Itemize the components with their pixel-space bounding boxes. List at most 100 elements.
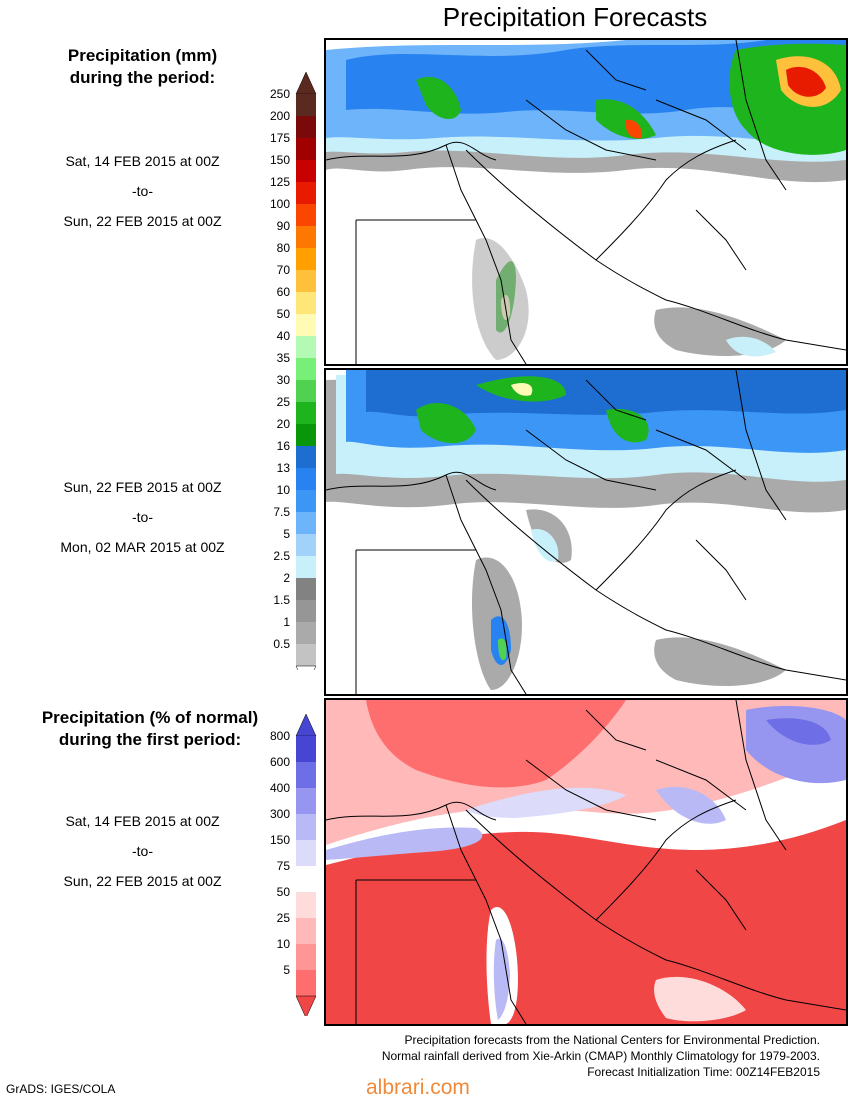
period1-to-label: -to- bbox=[132, 183, 153, 199]
legend-tick-label: 75 bbox=[277, 859, 291, 873]
legend-tick-label: 16 bbox=[277, 439, 291, 453]
legend-bottom-arrow bbox=[295, 995, 317, 1016]
pct-section-title: Precipitation (% of normal) during the f… bbox=[20, 707, 280, 751]
footer-line2: Normal rainfall derived from Xie-Arkin (… bbox=[381, 1049, 820, 1063]
legend-swatch bbox=[296, 226, 316, 248]
legend-tick-label: 10 bbox=[277, 937, 291, 951]
legend-swatch bbox=[296, 336, 316, 358]
legend-swatch bbox=[296, 600, 316, 622]
legend-swatch bbox=[296, 138, 316, 160]
legend-swatch bbox=[296, 380, 316, 402]
legend-swatch bbox=[296, 248, 316, 270]
legend-swatch bbox=[296, 94, 316, 116]
legend-swatch bbox=[296, 762, 316, 788]
legend-swatch bbox=[296, 358, 316, 380]
legend-tick-label: 200 bbox=[270, 109, 290, 123]
legend-swatch bbox=[296, 446, 316, 468]
pct-period-to-label: -to- bbox=[132, 843, 153, 859]
legend-swatch bbox=[296, 578, 316, 600]
legend-tick-label: 1 bbox=[283, 615, 290, 629]
pct-period-to: Sun, 22 FEB 2015 at 00Z bbox=[63, 873, 222, 889]
footer-line1: Precipitation forecasts from the Nationa… bbox=[404, 1033, 820, 1047]
legend-swatch bbox=[296, 490, 316, 512]
period1-from: Sat, 14 FEB 2015 at 00Z bbox=[65, 153, 220, 169]
legend-swatch bbox=[296, 402, 316, 424]
legend-swatch bbox=[296, 892, 316, 918]
legend-swatch bbox=[296, 840, 316, 866]
legend-swatch bbox=[296, 534, 316, 556]
legend-top-arrow bbox=[295, 72, 317, 95]
legend-swatch bbox=[296, 556, 316, 578]
watermark-link[interactable]: albrari.com bbox=[366, 1076, 470, 1099]
legend-tick-label: 5 bbox=[283, 527, 290, 541]
legend-swatch bbox=[296, 468, 316, 490]
legend-top-arrow bbox=[295, 714, 317, 737]
legend-tick-label: 20 bbox=[277, 417, 291, 431]
legend-tick-label: 0.5 bbox=[273, 637, 290, 651]
legend-tick-label: 80 bbox=[277, 241, 291, 255]
footer-notes: Precipitation forecasts from the Nationa… bbox=[382, 1032, 820, 1080]
legend-tick-label: 60 bbox=[277, 285, 291, 299]
legend-tick-label: 400 bbox=[270, 781, 290, 795]
legend-swatch bbox=[296, 866, 316, 892]
legend-tick-label: 2.5 bbox=[273, 549, 290, 563]
period2-to: Mon, 02 MAR 2015 at 00Z bbox=[60, 539, 225, 555]
legend-swatch bbox=[296, 944, 316, 970]
pct-title-line2: during the first period: bbox=[58, 730, 242, 749]
legend-swatch bbox=[296, 814, 316, 840]
legend-swatch bbox=[296, 512, 316, 534]
legend-tick-label: 70 bbox=[277, 263, 291, 277]
mm-title-line1: Precipitation (mm) bbox=[67, 46, 218, 65]
legend-tick-label: 50 bbox=[277, 885, 291, 899]
legend-tick-label: 10 bbox=[277, 483, 291, 497]
legend-tick-label: 300 bbox=[270, 807, 290, 821]
precip-mm-legend: 2502001751501251009080706050403530252016… bbox=[270, 72, 317, 670]
page-title: Precipitation Forecasts bbox=[442, 2, 708, 32]
mm-section-title: Precipitation (mm) during the period: bbox=[20, 45, 265, 89]
legend-tick-label: 1.5 bbox=[273, 593, 290, 607]
period1-to: Sun, 22 FEB 2015 at 00Z bbox=[63, 213, 222, 229]
legend-tick-label: 150 bbox=[270, 153, 290, 167]
grads-credit: GrADS: IGES/COLA bbox=[6, 1082, 116, 1096]
precip-map-period1 bbox=[324, 38, 848, 366]
legend-swatch bbox=[296, 160, 316, 182]
pct-title-line1: Precipitation (% of normal) bbox=[41, 708, 259, 727]
legend-tick-label: 50 bbox=[277, 307, 291, 321]
legend-swatch bbox=[296, 292, 316, 314]
legend-tick-label: 125 bbox=[270, 175, 290, 189]
legend-tick-label: 30 bbox=[277, 373, 291, 387]
legend-tick-label: 25 bbox=[277, 395, 291, 409]
legend-bottom-arrow bbox=[295, 665, 317, 670]
legend-tick-label: 2 bbox=[283, 571, 290, 585]
legend-tick-label: 250 bbox=[270, 87, 290, 101]
legend-tick-label: 13 bbox=[277, 461, 291, 475]
precip-percent-normal-map bbox=[324, 698, 848, 1026]
legend-tick-label: 7.5 bbox=[273, 505, 290, 519]
legend-swatch bbox=[296, 424, 316, 446]
footer-line3: Forecast Initialization Time: 00Z14FEB20… bbox=[587, 1065, 820, 1079]
legend-swatch bbox=[296, 204, 316, 226]
period2-from: Sun, 22 FEB 2015 at 00Z bbox=[63, 479, 222, 495]
legend-swatch bbox=[296, 622, 316, 644]
legend-swatch bbox=[296, 644, 316, 666]
legend-tick-label: 40 bbox=[277, 329, 291, 343]
mm-title-line2: during the period: bbox=[69, 68, 216, 87]
legend-swatch bbox=[296, 182, 316, 204]
legend-swatch bbox=[296, 970, 316, 996]
legend-swatch bbox=[296, 918, 316, 944]
legend-swatch bbox=[296, 270, 316, 292]
legend-tick-label: 175 bbox=[270, 131, 290, 145]
legend-tick-label: 600 bbox=[270, 755, 290, 769]
legend-swatch bbox=[296, 788, 316, 814]
precip-map-period2 bbox=[324, 368, 848, 696]
legend-swatch bbox=[296, 736, 316, 762]
period2-to-label: -to- bbox=[132, 509, 153, 525]
legend-tick-label: 150 bbox=[270, 833, 290, 847]
legend-tick-label: 35 bbox=[277, 351, 291, 365]
legend-tick-label: 100 bbox=[270, 197, 290, 211]
legend-tick-label: 5 bbox=[283, 963, 290, 977]
precip-percent-legend: 800 600 400 300 150 75 50 25 10 5 bbox=[270, 714, 317, 1016]
legend-tick-label: 25 bbox=[277, 911, 291, 925]
pct-period-from: Sat, 14 FEB 2015 at 00Z bbox=[65, 813, 220, 829]
legend-tick-label: 90 bbox=[277, 219, 291, 233]
